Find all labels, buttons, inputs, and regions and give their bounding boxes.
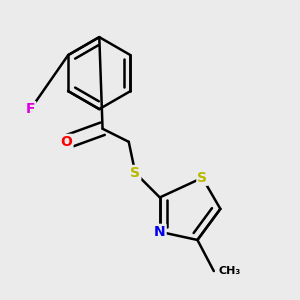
Text: N: N bbox=[154, 225, 166, 239]
Text: CH₃: CH₃ bbox=[219, 266, 241, 276]
Text: S: S bbox=[130, 166, 140, 180]
Text: F: F bbox=[26, 102, 35, 116]
Text: S: S bbox=[197, 171, 207, 185]
Text: O: O bbox=[61, 135, 73, 149]
